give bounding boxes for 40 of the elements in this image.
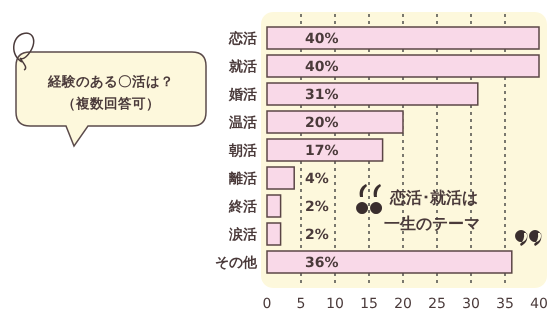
bar xyxy=(266,194,282,218)
y-tick-label: その他 xyxy=(215,255,258,271)
x-tick-label: 0 xyxy=(262,296,272,312)
bar xyxy=(266,82,479,106)
bar xyxy=(266,166,295,190)
bar xyxy=(266,26,540,50)
x-tick-label: 35 xyxy=(496,296,514,312)
y-tick-label: 終活 xyxy=(228,199,257,215)
y-tick-label: 温活 xyxy=(228,115,257,131)
bar xyxy=(266,138,384,162)
data-label: 17% xyxy=(305,143,339,159)
data-label: 2% xyxy=(305,227,329,243)
y-tick-label: 就活 xyxy=(228,59,257,75)
x-tick-label: 15 xyxy=(360,296,378,312)
bar xyxy=(266,54,540,78)
x-tick-label: 40 xyxy=(530,296,548,312)
x-tick-label: 5 xyxy=(296,296,306,312)
bar xyxy=(266,110,404,134)
y-tick-label: 婚活 xyxy=(228,87,257,103)
text: 経験のある〇活は？ xyxy=(47,74,174,90)
y-tick-label: 離活 xyxy=(228,171,257,187)
data-label: 40% xyxy=(305,59,339,75)
data-label: 20% xyxy=(305,115,339,131)
data-label: 40% xyxy=(305,31,339,47)
bar xyxy=(266,250,513,274)
y-tick-label: 朝活 xyxy=(228,143,257,159)
y-tick-label: 涙活 xyxy=(228,226,257,243)
x-tick-label: 20 xyxy=(394,296,412,312)
text: （複数回答可） xyxy=(62,95,160,112)
annotation: 一生のテーマ xyxy=(384,214,480,233)
data-label: 36% xyxy=(305,255,339,271)
x-tick-label: 25 xyxy=(428,296,446,312)
annotation: 恋活･就活は xyxy=(389,188,478,207)
data-label: 4% xyxy=(305,171,329,187)
data-label: 2% xyxy=(305,199,329,215)
x-tick-label: 30 xyxy=(462,296,480,312)
x-tick-label: 10 xyxy=(326,296,344,312)
y-tick-label: 恋活 xyxy=(228,30,257,47)
data-label: 31% xyxy=(305,87,339,103)
bar xyxy=(266,222,282,246)
